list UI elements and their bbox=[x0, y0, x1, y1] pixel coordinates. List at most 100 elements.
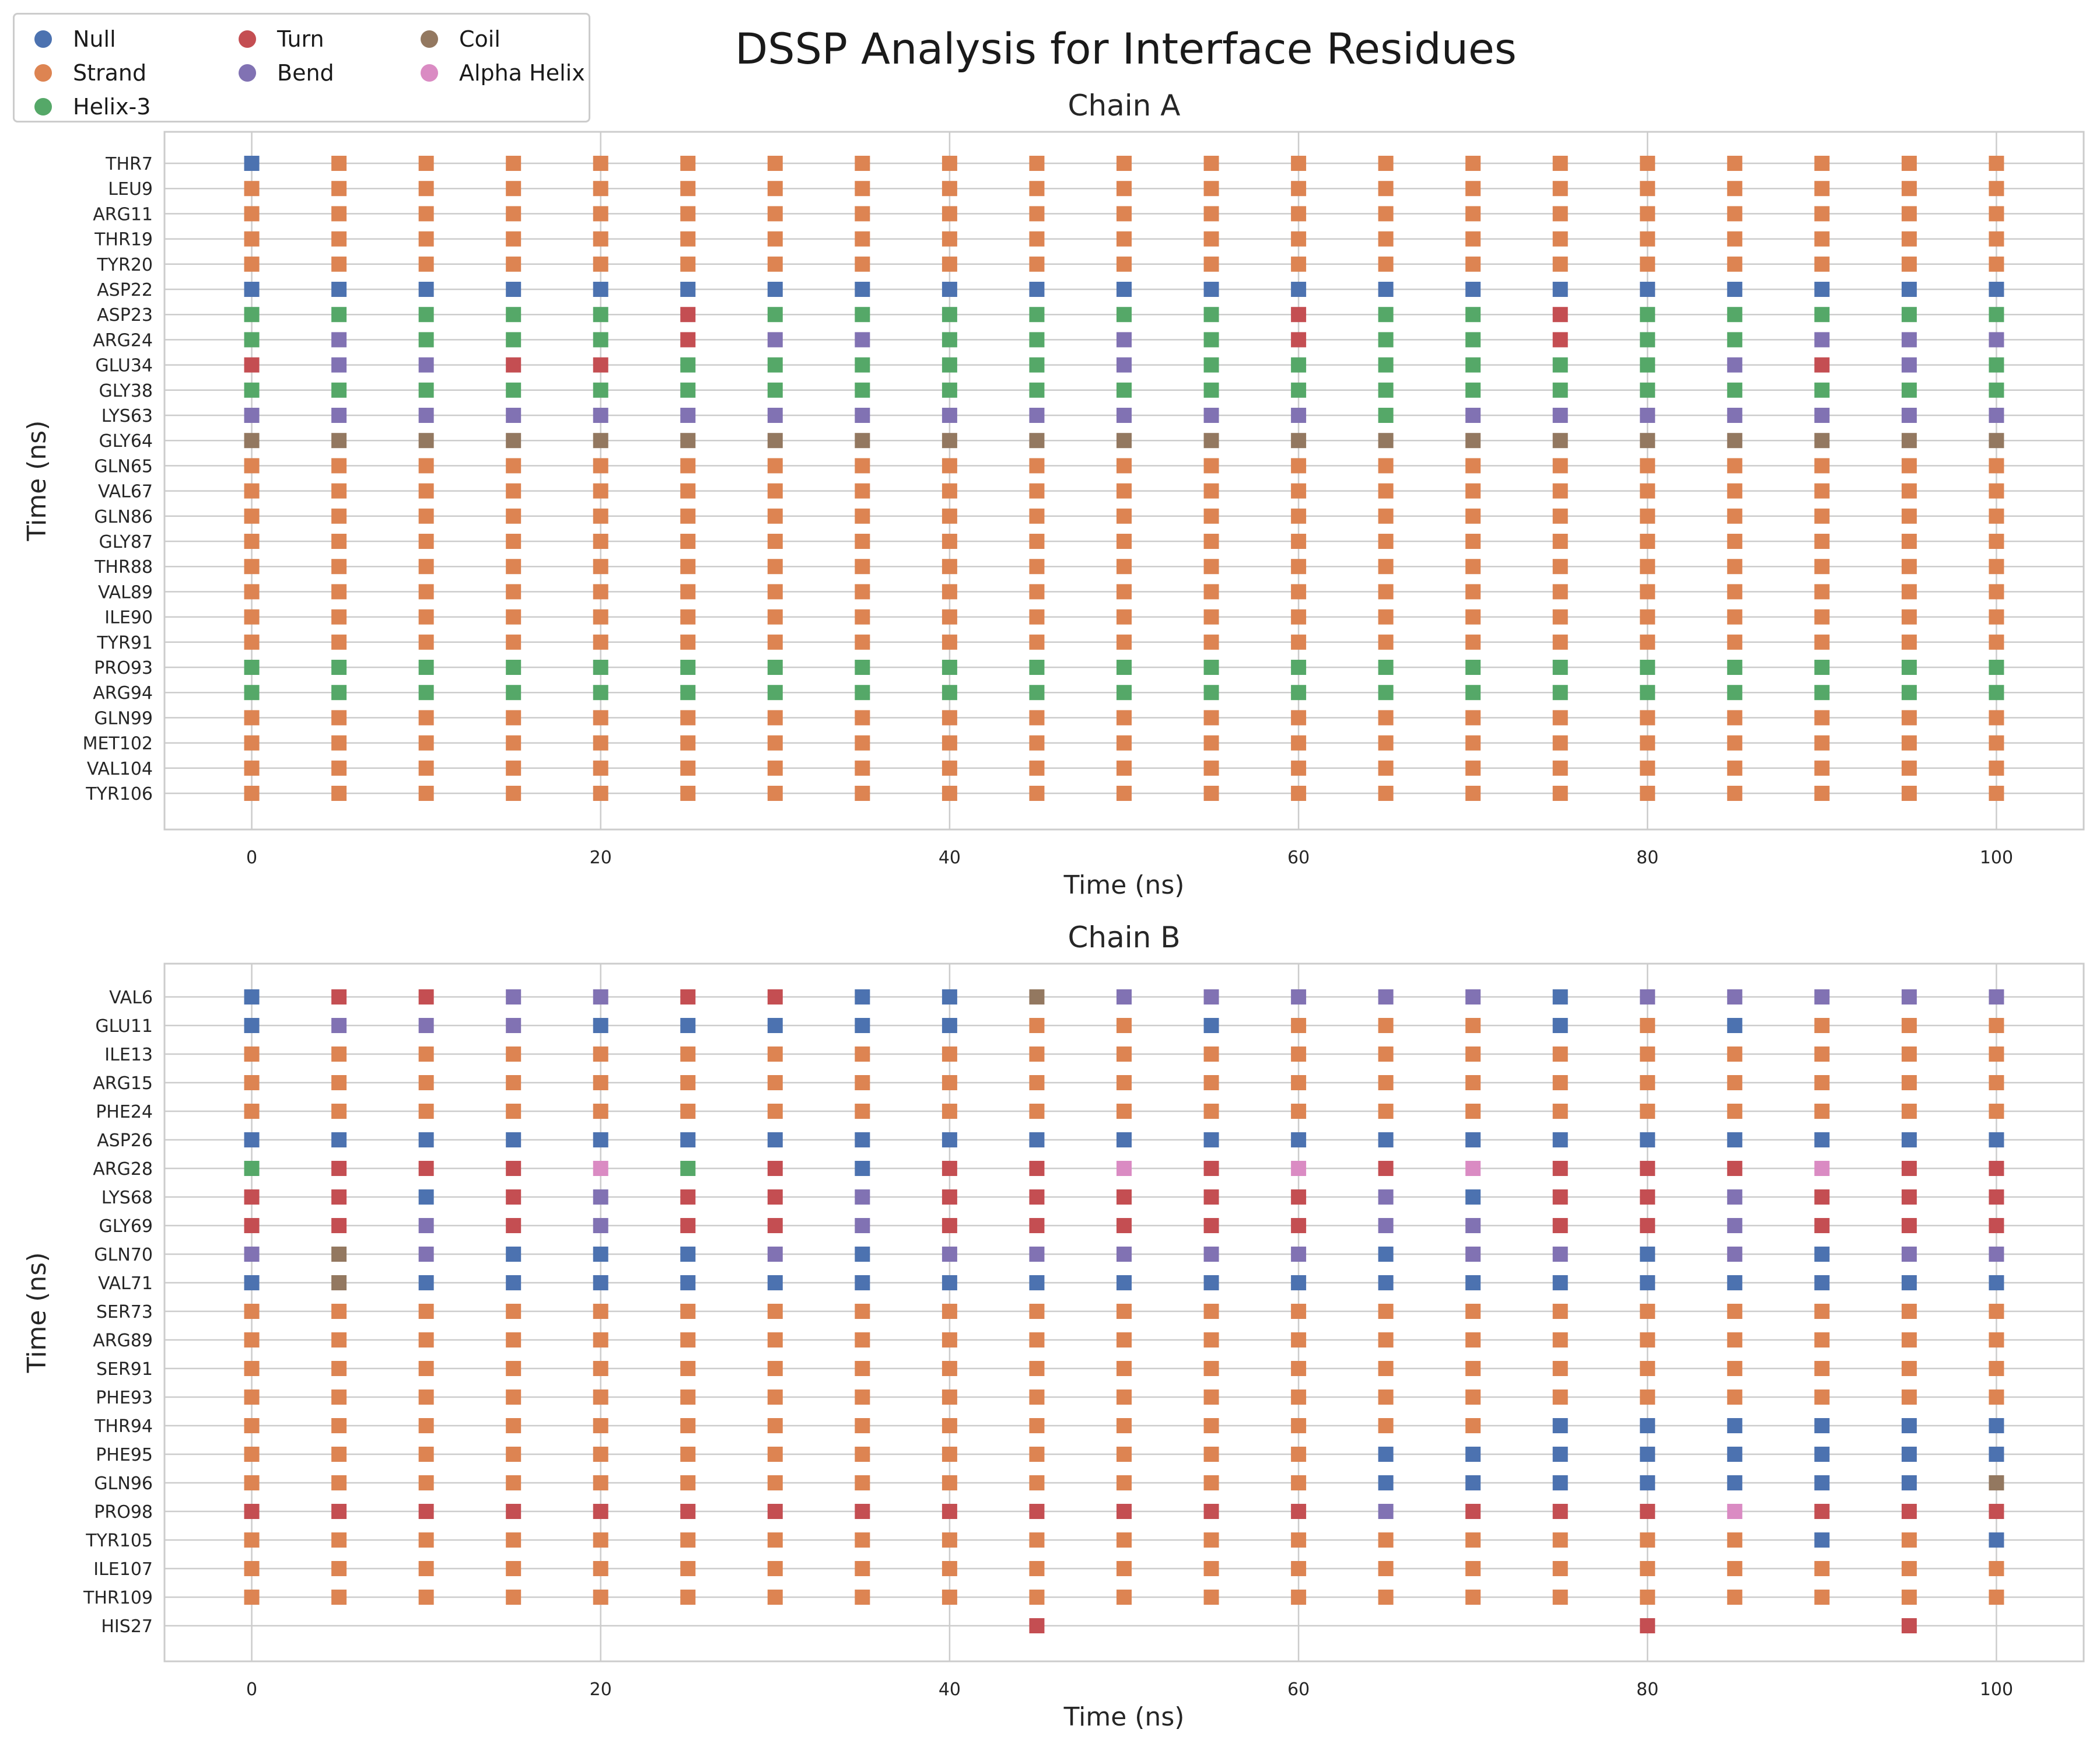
marker-b-ile107-t20-strand bbox=[593, 1561, 608, 1576]
marker-b-phe95-t80-null bbox=[1640, 1447, 1656, 1462]
marker-a-pro93-t80-helix-3 bbox=[1640, 660, 1656, 675]
marker-a-lys63-t10-bend bbox=[418, 408, 434, 423]
marker-b-val71-t75-null bbox=[1552, 1275, 1568, 1290]
marker-b-arg89-t15-strand bbox=[506, 1332, 522, 1348]
marker-a-arg24-t20-helix-3 bbox=[593, 332, 608, 348]
marker-b-thr94-t5-strand bbox=[331, 1418, 347, 1433]
marker-a-val67-t35-strand bbox=[855, 483, 870, 499]
marker-a-gly38-t60-helix-3 bbox=[1291, 382, 1307, 398]
marker-b-pro98-t55-turn bbox=[1203, 1504, 1219, 1519]
marker-b-phe93-t70-strand bbox=[1465, 1390, 1481, 1405]
marker-a-gly38-t25-helix-3 bbox=[680, 382, 696, 398]
marker-b-ile107-t70-strand bbox=[1465, 1561, 1481, 1576]
marker-b-arg15-t95-strand bbox=[1901, 1075, 1917, 1090]
marker-b-thr94-t75-null bbox=[1552, 1418, 1568, 1433]
marker-a-asp22-t60-null bbox=[1291, 282, 1307, 297]
marker-a-thr19-t85-strand bbox=[1727, 231, 1742, 247]
marker-a-gln99-t5-strand bbox=[331, 710, 347, 726]
y-tick-label-a-gln65: GLN65 bbox=[94, 456, 153, 477]
legend-item-alpha-helix: Alpha Helix bbox=[421, 59, 585, 87]
marker-a-gln65-t25-strand bbox=[680, 458, 696, 474]
marker-a-val104-t85-strand bbox=[1727, 760, 1742, 776]
marker-b-glu11-t65-strand bbox=[1378, 1018, 1394, 1033]
marker-a-tyr20-t90-strand bbox=[1814, 256, 1830, 272]
marker-b-ile107-t0-strand bbox=[244, 1561, 260, 1576]
marker-b-phe95-t30-strand bbox=[767, 1447, 783, 1462]
marker-b-phe24-t75-strand bbox=[1552, 1104, 1568, 1119]
marker-a-gly87-t35-strand bbox=[855, 534, 870, 549]
marker-a-asp23-t40-helix-3 bbox=[942, 307, 957, 323]
marker-a-tyr20-t60-strand bbox=[1291, 256, 1307, 272]
marker-b-gln70-t55-bend bbox=[1203, 1247, 1219, 1262]
marker-a-tyr91-t100-strand bbox=[1989, 634, 2004, 650]
marker-a-val67-t50-strand bbox=[1116, 483, 1132, 499]
legend-marker-coil bbox=[421, 30, 438, 48]
marker-b-thr109-t5-strand bbox=[331, 1590, 347, 1605]
marker-a-arg94-t25-helix-3 bbox=[680, 685, 696, 701]
marker-a-val67-t100-strand bbox=[1989, 483, 2004, 499]
marker-b-thr109-t10-strand bbox=[418, 1590, 434, 1605]
marker-b-val6-t80-bend bbox=[1640, 989, 1656, 1005]
marker-a-tyr106-t90-strand bbox=[1814, 786, 1830, 801]
marker-a-tyr106-t5-strand bbox=[331, 786, 347, 801]
marker-b-ile107-t50-strand bbox=[1116, 1561, 1132, 1576]
marker-a-glu34-t90-turn bbox=[1814, 357, 1830, 373]
marker-a-gly38-t45-helix-3 bbox=[1029, 382, 1045, 398]
marker-a-asp23-t50-helix-3 bbox=[1116, 307, 1132, 323]
marker-a-gln86-t70-strand bbox=[1465, 508, 1481, 524]
marker-a-arg94-t70-helix-3 bbox=[1465, 685, 1481, 701]
marker-a-arg24-t35-bend bbox=[855, 332, 870, 348]
marker-b-arg15-t20-strand bbox=[593, 1075, 608, 1090]
marker-b-gln96-t85-null bbox=[1727, 1475, 1742, 1490]
marker-a-val104-t65-strand bbox=[1378, 760, 1394, 776]
marker-a-asp22-t10-null bbox=[418, 282, 434, 297]
marker-b-val6-t85-bend bbox=[1727, 989, 1742, 1005]
marker-a-lys63-t80-bend bbox=[1640, 408, 1656, 423]
marker-b-arg89-t40-strand bbox=[942, 1332, 957, 1348]
marker-b-lys68-t80-turn bbox=[1640, 1189, 1656, 1205]
marker-b-gln96-t0-strand bbox=[244, 1475, 260, 1490]
marker-a-gly38-t90-helix-3 bbox=[1814, 382, 1830, 398]
marker-b-phe95-t100-null bbox=[1989, 1447, 2004, 1462]
marker-b-ser91-t40-strand bbox=[942, 1361, 957, 1376]
marker-b-thr109-t30-strand bbox=[767, 1590, 783, 1605]
marker-a-lys63-t30-bend bbox=[767, 408, 783, 423]
marker-a-thr88-t15-strand bbox=[506, 559, 522, 575]
marker-b-tyr105-t60-strand bbox=[1291, 1532, 1307, 1548]
marker-a-val89-t75-strand bbox=[1552, 584, 1568, 600]
marker-b-arg28-t100-turn bbox=[1989, 1161, 2004, 1176]
marker-b-phe24-t65-strand bbox=[1378, 1104, 1394, 1119]
marker-a-gln86-t90-strand bbox=[1814, 508, 1830, 524]
marker-a-leu9-t45-strand bbox=[1029, 181, 1045, 197]
legend-item-strand: Strand bbox=[34, 59, 146, 87]
marker-a-thr7-t55-strand bbox=[1203, 156, 1219, 171]
marker-a-tyr20-t5-strand bbox=[331, 256, 347, 272]
marker-a-gly87-t15-strand bbox=[506, 534, 522, 549]
marker-b-lys68-t40-turn bbox=[942, 1189, 957, 1205]
marker-a-gly64-t90-coil bbox=[1814, 433, 1830, 449]
marker-a-gly38-t30-helix-3 bbox=[767, 382, 783, 398]
marker-a-gly64-t10-coil bbox=[418, 433, 434, 449]
marker-b-arg89-t0-strand bbox=[244, 1332, 260, 1348]
marker-b-arg15-t75-strand bbox=[1552, 1075, 1568, 1090]
marker-a-glu34-t70-helix-3 bbox=[1465, 357, 1481, 373]
marker-a-asp22-t0-null bbox=[244, 282, 260, 297]
marker-a-val89-t25-strand bbox=[680, 584, 696, 600]
marker-a-thr19-t50-strand bbox=[1116, 231, 1132, 247]
marker-a-leu9-t50-strand bbox=[1116, 181, 1132, 197]
marker-b-glu11-t100-strand bbox=[1989, 1018, 2004, 1033]
marker-a-glu34-t95-bend bbox=[1901, 357, 1917, 373]
marker-b-val6-t35-null bbox=[855, 989, 870, 1005]
marker-a-gln65-t0-strand bbox=[244, 458, 260, 474]
marker-b-gly69-t90-turn bbox=[1814, 1218, 1830, 1233]
marker-a-gln65-t90-strand bbox=[1814, 458, 1830, 474]
marker-a-gln65-t40-strand bbox=[942, 458, 957, 474]
marker-a-gln99-t95-strand bbox=[1901, 710, 1917, 726]
marker-b-gln96-t60-strand bbox=[1291, 1475, 1307, 1490]
y-tick-label-a-val89: VAL89 bbox=[98, 582, 153, 603]
marker-a-met102-t20-strand bbox=[593, 735, 608, 751]
marker-a-lys63-t40-bend bbox=[942, 408, 957, 423]
marker-b-phe24-t5-strand bbox=[331, 1104, 347, 1119]
marker-a-arg11-t65-strand bbox=[1378, 206, 1394, 222]
marker-b-lys68-t0-turn bbox=[244, 1189, 260, 1205]
